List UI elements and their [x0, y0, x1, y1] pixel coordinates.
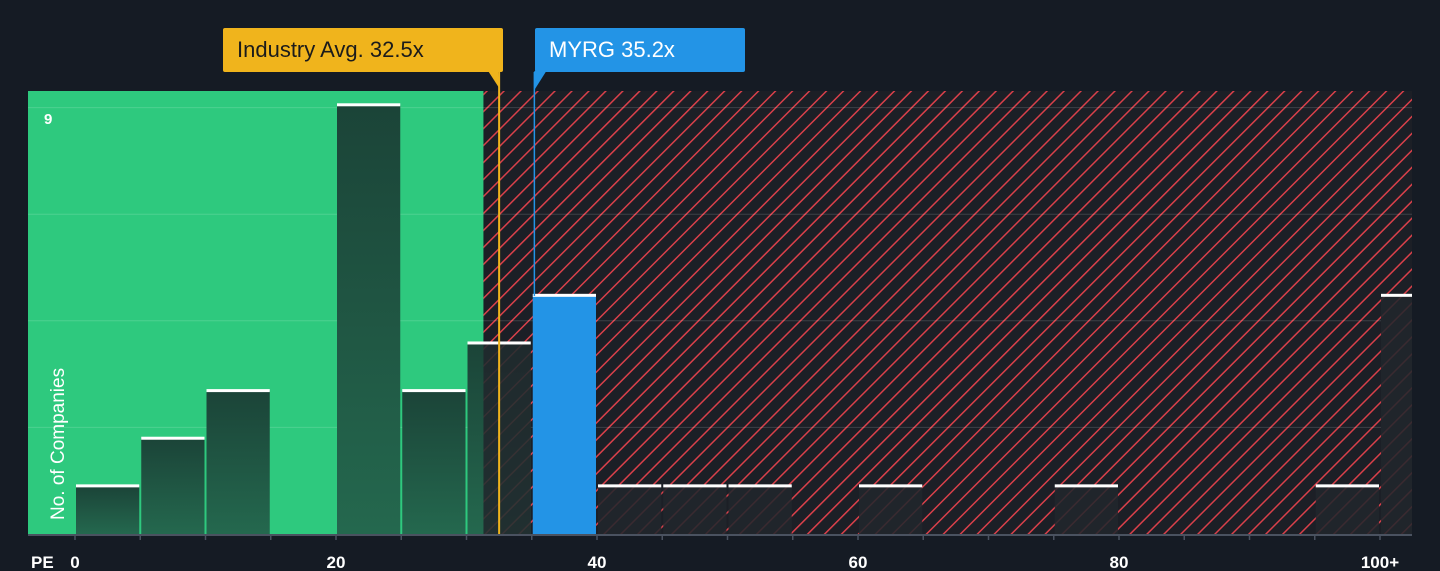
histogram-bar [728, 486, 792, 534]
industry-callout-pointer [488, 71, 500, 88]
company-callout-pointer [534, 71, 547, 90]
histogram-bar-cap [1054, 484, 1118, 488]
overvalued-zone [483, 91, 1413, 534]
histogram-bar [1381, 295, 1412, 534]
histogram-bar-cap [859, 484, 923, 488]
histogram-bar [76, 486, 140, 534]
x-tick-label: 0 [70, 553, 80, 571]
histogram-bar [859, 486, 923, 534]
company-pe-callout: MYRG 35.2x [535, 28, 745, 72]
histogram-bar-overlap [483, 343, 531, 534]
x-tick-label: 40 [587, 553, 607, 571]
x-tick-label: 20 [326, 553, 346, 571]
histogram-bar-cap [1315, 484, 1379, 488]
histogram-bar [402, 391, 466, 534]
histogram-bar [663, 486, 727, 534]
histogram-bar-cap [402, 389, 466, 393]
histogram-bar [532, 295, 596, 534]
histogram-bar [337, 105, 401, 535]
histogram-bar-cap [728, 484, 792, 488]
histogram-bar [598, 486, 662, 534]
x-tick-label: 60 [848, 553, 868, 571]
x-tick-label: 80 [1109, 553, 1129, 571]
histogram-bar-cap [76, 484, 140, 488]
histogram-bar-cap [532, 293, 596, 297]
histogram-bar-cap [206, 389, 270, 393]
histogram-bar-cap [1381, 293, 1412, 297]
histogram-bar-cap [598, 484, 662, 488]
y-max-tick-label: 9 [44, 111, 53, 128]
histogram-bar-cap [663, 484, 727, 488]
x-tick-label: 100+ [1360, 553, 1400, 571]
industry-average-callout: Industry Avg. 32.5x [223, 28, 503, 72]
histogram-bar-cap [141, 436, 205, 440]
histogram-bar [206, 391, 270, 534]
histogram-bar-cap [337, 103, 401, 107]
histogram-bar [141, 438, 205, 534]
histogram-bar [1054, 486, 1118, 534]
histogram-bar [1315, 486, 1379, 534]
y-axis-label: No. of Companies [48, 367, 69, 520]
x-axis-label: PE [31, 553, 54, 571]
